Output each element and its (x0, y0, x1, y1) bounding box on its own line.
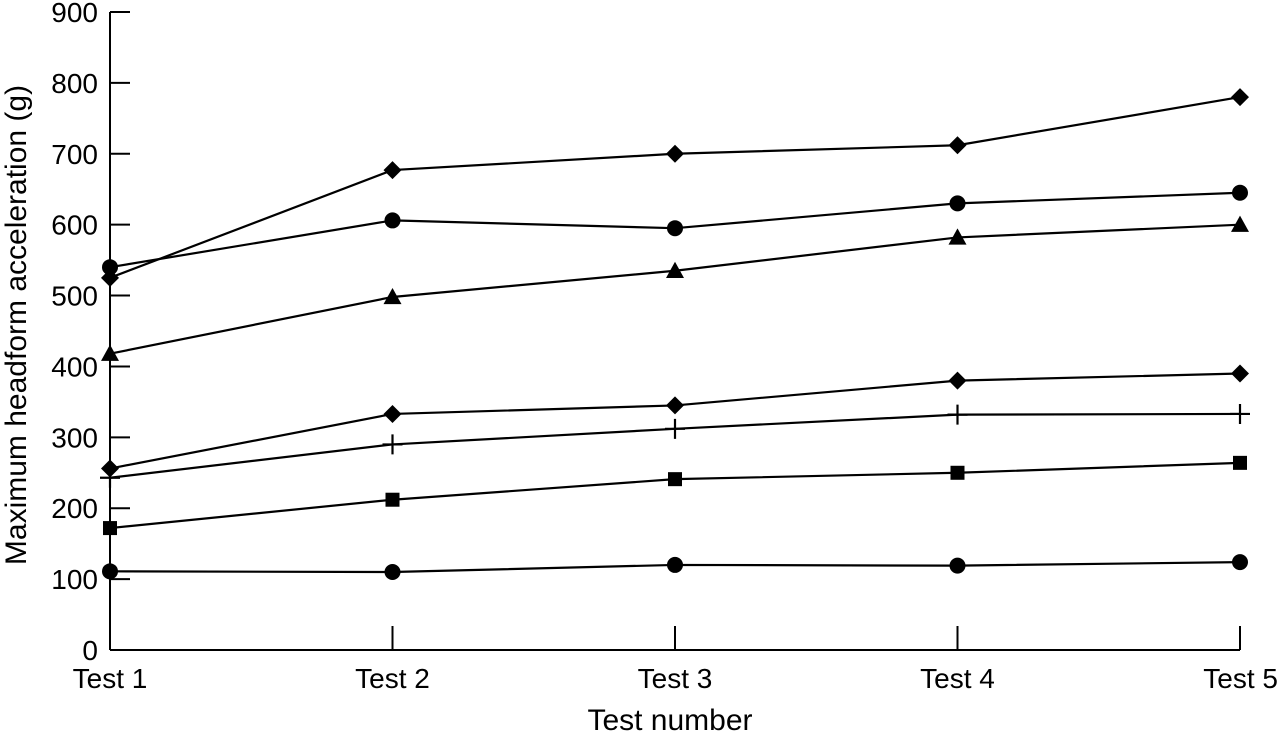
data-point-circle (949, 195, 966, 212)
data-point-diamond (666, 144, 684, 163)
data-point-triangle (666, 261, 684, 278)
y-tick-label: 400 (51, 351, 98, 382)
series-line (109, 95, 1241, 279)
y-tick-label: 800 (51, 68, 98, 99)
x-tick-label: Test 2 (355, 663, 430, 694)
data-point-diamond (383, 161, 402, 180)
y-tick-label: 100 (51, 564, 98, 595)
data-point-plus (665, 418, 685, 439)
x-ticks: Test 1 Test 2 Test 3 Test 4 Test 5 (73, 626, 1278, 694)
x-tick-label: Test 5 (1203, 663, 1278, 694)
data-point-diamond (1231, 88, 1249, 107)
data-point-diamond (1231, 364, 1249, 383)
data-point-square (385, 492, 400, 507)
data-point-plus (947, 404, 968, 425)
y-tick-label: 0 (82, 635, 98, 666)
data-point-circle (1232, 184, 1248, 201)
series-7 (102, 554, 1248, 581)
y-tick-label: 600 (51, 210, 98, 241)
series-3 (101, 215, 1249, 361)
y-tick-label: 200 (51, 493, 98, 524)
x-tick-label: Test 1 (73, 663, 148, 694)
y-axis-label: Maximum headform acceleration (g) (0, 85, 33, 565)
series-group (100, 88, 1250, 581)
data-point-triangle (1231, 215, 1249, 232)
data-point-diamond (948, 371, 967, 390)
x-tick-label: Test 3 (638, 663, 713, 694)
x-tick-label: Test 4 (920, 663, 995, 694)
series-5 (100, 403, 1250, 488)
data-point-diamond (383, 404, 402, 423)
axes (109, 12, 1240, 651)
data-point-circle (384, 564, 401, 581)
data-point-square (950, 465, 965, 480)
data-point-circle (102, 259, 118, 276)
y-tick-label: 300 (51, 422, 98, 453)
series-line (109, 223, 1241, 355)
data-point-circle (1232, 554, 1248, 571)
data-point-circle (667, 220, 683, 237)
data-point-triangle (383, 287, 402, 305)
y-tick-label: 700 (51, 139, 98, 170)
data-point-triangle (948, 228, 967, 245)
data-point-square (668, 472, 682, 487)
data-point-circle (102, 563, 118, 580)
data-point-plus (382, 434, 403, 455)
data-point-diamond (948, 136, 967, 155)
data-point-plus (100, 467, 120, 488)
data-point-square (1233, 455, 1247, 470)
y-ticks: 0 100 200 300 400 500 600 700 800 900 (51, 0, 130, 666)
data-point-circle (667, 556, 683, 573)
data-point-triangle (101, 344, 119, 361)
data-point-plus (1230, 403, 1250, 424)
series-4 (101, 364, 1249, 478)
y-tick-label: 500 (51, 281, 98, 312)
series-1 (101, 88, 1249, 287)
data-point-circle (384, 212, 401, 229)
x-axis-label: Test number (587, 704, 752, 737)
data-point-square (103, 521, 117, 536)
series-6 (103, 455, 1247, 536)
y-tick-label: 900 (51, 0, 98, 28)
data-point-circle (949, 557, 966, 574)
series-2 (102, 184, 1248, 276)
data-point-diamond (666, 396, 684, 415)
